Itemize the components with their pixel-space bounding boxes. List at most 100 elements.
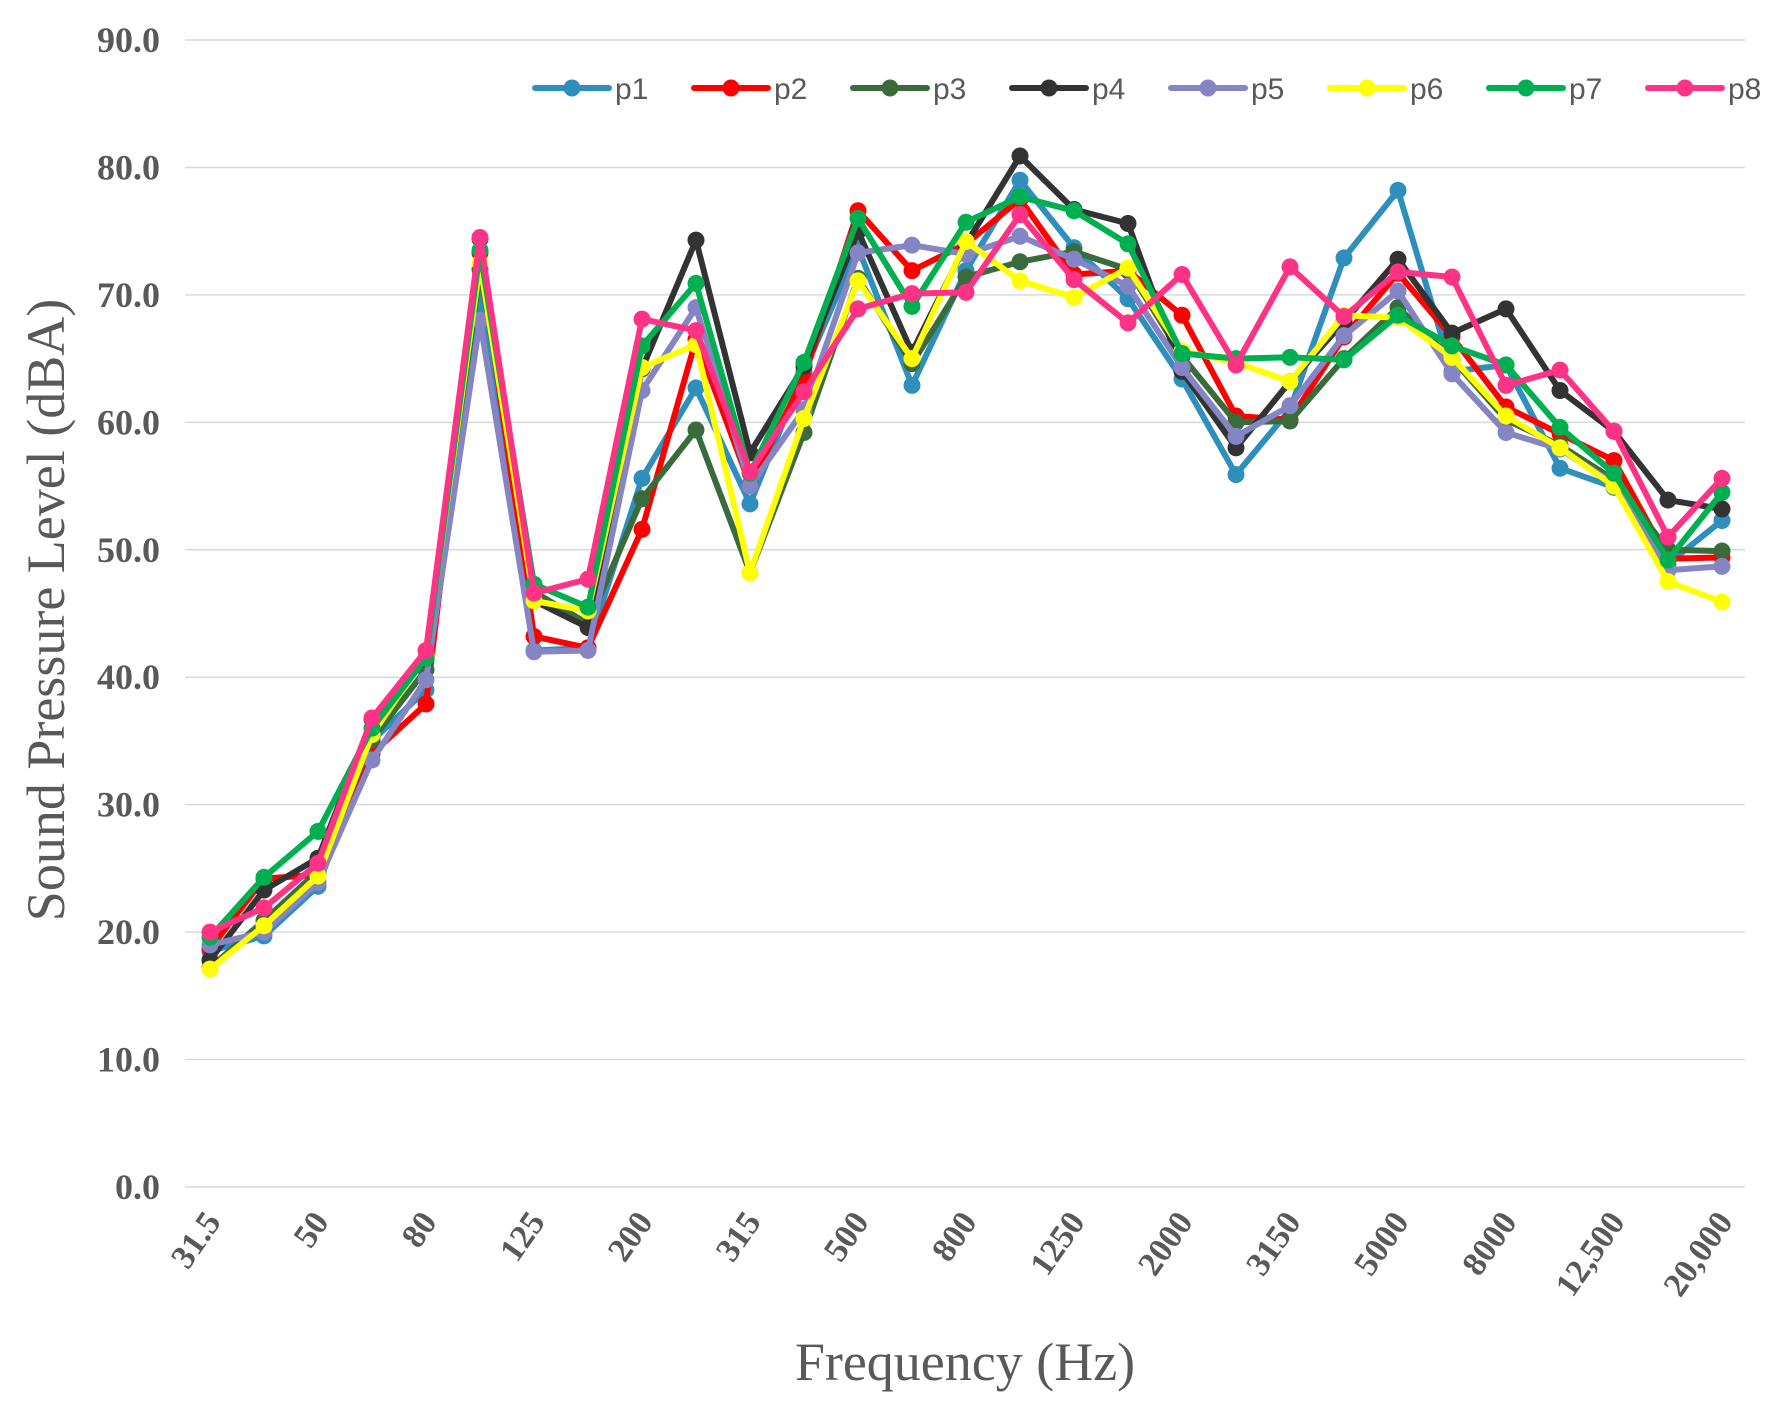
data-point-p7 [1497, 356, 1515, 374]
y-tick-label: 80.0 [97, 147, 160, 187]
data-point-p8 [1551, 361, 1569, 379]
data-point-p8 [795, 383, 813, 401]
data-point-p7 [1335, 351, 1353, 369]
y-tick-label: 0.0 [115, 1167, 160, 1207]
x-tick-label: 3150 [1239, 1205, 1308, 1282]
x-tick-label: 200 [601, 1205, 661, 1268]
legend-item-p8: p8 [1645, 73, 1761, 106]
data-point-p5 [1713, 557, 1731, 575]
data-point-p8 [1605, 422, 1623, 440]
data-point-p6 [957, 232, 975, 250]
y-tick-label: 40.0 [97, 657, 160, 697]
data-point-p1 [687, 379, 705, 397]
x-tick-label: 500 [817, 1205, 877, 1268]
data-point-p6 [849, 272, 867, 290]
legend-swatch-marker [1517, 79, 1535, 97]
data-point-p1 [1335, 249, 1353, 267]
data-point-p8 [579, 570, 597, 588]
data-point-p8 [1335, 308, 1353, 326]
y-tick-label: 50.0 [97, 530, 160, 570]
y-axis-ticks: 0.0 10.0 20.0 30.0 40.0 50.0 60.0 70.0 80.0 90.0 [97, 20, 160, 1207]
data-point-p4 [1443, 324, 1461, 342]
series-p7 [201, 188, 1731, 946]
x-tick-label: 20,000 [1657, 1205, 1741, 1303]
data-point-p8 [1659, 528, 1677, 546]
y-axis-title: Sound Pressure Level (dBA) [16, 299, 76, 921]
data-point-p8 [1497, 376, 1515, 394]
data-point-p6 [1713, 593, 1731, 611]
data-point-p6 [741, 564, 759, 582]
data-point-p3 [1281, 412, 1299, 430]
data-point-p5 [1173, 359, 1191, 377]
legend-item-p3: p3 [850, 73, 966, 106]
y-tick-label: 30.0 [97, 785, 160, 825]
legend-item-p6: p6 [1327, 73, 1443, 106]
data-point-p8 [741, 463, 759, 481]
series-p8 [201, 206, 1731, 941]
legend-swatch-marker [722, 79, 740, 97]
data-point-p8 [1119, 314, 1137, 332]
data-point-p2 [903, 262, 921, 280]
data-point-p1 [1011, 171, 1029, 189]
data-point-p4 [1713, 500, 1731, 518]
data-point-p4 [1011, 147, 1029, 165]
data-point-p6 [255, 917, 273, 935]
x-tick-label: 12,500 [1549, 1205, 1633, 1303]
data-point-p8 [1281, 258, 1299, 276]
data-point-p7 [957, 213, 975, 231]
data-point-p8 [255, 899, 273, 917]
data-point-p7 [1443, 337, 1461, 355]
x-tick-label: 31.5 [164, 1205, 228, 1275]
data-point-p1 [633, 469, 651, 487]
legend-label: p5 [1251, 73, 1284, 106]
legend-label: p7 [1569, 73, 1602, 106]
legend-swatch-marker [563, 79, 581, 97]
x-tick-label: 8000 [1455, 1205, 1524, 1282]
data-point-p5 [1011, 227, 1029, 245]
data-point-p7 [309, 822, 327, 840]
data-point-p5 [1227, 427, 1245, 445]
data-point-p7 [1281, 348, 1299, 366]
data-point-p7 [1551, 418, 1569, 436]
legend-label: p6 [1410, 73, 1443, 106]
data-point-p6 [903, 350, 921, 368]
data-point-p5 [1335, 327, 1353, 345]
data-point-p2 [1173, 306, 1191, 324]
data-point-p4 [1497, 300, 1515, 318]
data-point-p6 [1659, 573, 1677, 591]
legend-label: p4 [1092, 73, 1125, 106]
legend-item-p2: p2 [691, 73, 807, 106]
data-point-p3 [1011, 253, 1029, 271]
data-point-p5 [1281, 397, 1299, 415]
data-point-p8 [1011, 206, 1029, 224]
series-line-p8 [207, 211, 1725, 936]
y-tick-label: 70.0 [97, 275, 160, 315]
data-point-p8 [1389, 263, 1407, 281]
data-point-p8 [363, 709, 381, 727]
data-point-p8 [525, 584, 543, 602]
series-lines [201, 147, 1731, 978]
data-point-p3 [687, 421, 705, 439]
x-tick-label: 80 [395, 1205, 445, 1254]
data-point-p7 [255, 868, 273, 886]
data-point-p8 [471, 229, 489, 247]
x-tick-label: 800 [925, 1205, 985, 1268]
data-point-p6 [1119, 259, 1137, 277]
data-point-p4 [1659, 491, 1677, 509]
data-point-p8 [309, 854, 327, 872]
data-point-p5 [579, 641, 597, 659]
x-tick-label: 2000 [1131, 1205, 1200, 1282]
data-point-p7 [579, 598, 597, 616]
data-point-p8 [903, 285, 921, 303]
legend-label: p1 [615, 73, 648, 106]
data-point-p3 [633, 490, 651, 508]
legend-label: p3 [933, 73, 966, 106]
legend-swatch-marker [1199, 79, 1217, 97]
legend-swatch-marker [1040, 79, 1058, 97]
x-tick-label: 1250 [1023, 1205, 1092, 1282]
x-axis-ticks: 31.5 50 80 125 200 315 500 800 1250 2000 3150 5000 8… [164, 1205, 1740, 1303]
data-point-p4 [1389, 250, 1407, 268]
legend-item-p4: p4 [1009, 73, 1125, 106]
